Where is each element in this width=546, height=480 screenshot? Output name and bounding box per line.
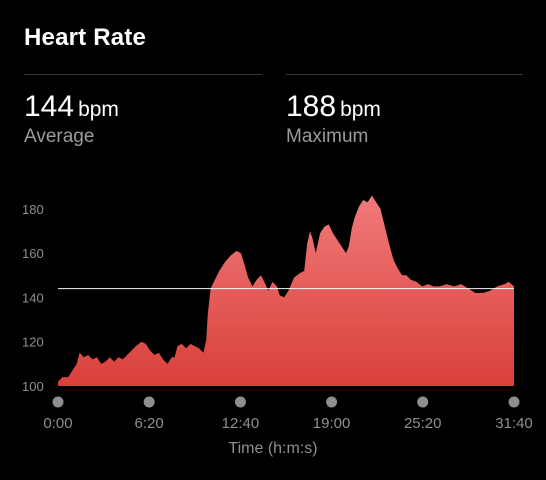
- y-tick-label: 180: [22, 202, 44, 217]
- page-title: Heart Rate: [24, 24, 147, 51]
- heart-rate-area: [58, 195, 514, 386]
- maximum-label: Maximum: [286, 126, 369, 147]
- y-tick-label: 160: [22, 246, 44, 261]
- x-tick-label: 6:20: [135, 415, 164, 432]
- y-axis-ticks: 100 120 140 160 180: [22, 202, 44, 394]
- x-tick-label: 12:40: [222, 415, 260, 432]
- y-tick-label: 100: [22, 379, 44, 394]
- x-tick-label: 0:00: [43, 415, 72, 432]
- average-label: Average: [24, 126, 95, 147]
- x-tick-dot: [234, 396, 246, 408]
- x-tick-dot: [52, 396, 64, 408]
- x-tick-dot: [508, 396, 520, 408]
- x-tick-label: 31:40: [495, 415, 533, 432]
- x-tick-label: 25:20: [404, 415, 442, 432]
- maximum-value: 188 bpm: [286, 90, 381, 124]
- y-tick-label: 140: [22, 290, 44, 305]
- x-tick-label: 19:00: [313, 415, 351, 432]
- maximum-number: 188: [286, 90, 337, 123]
- average-number: 144: [24, 90, 75, 123]
- x-axis-ticks: 0:00 6:20 12:40 19:00 25:20 31:40: [43, 396, 533, 432]
- x-axis-title: Time (h:m:s): [228, 440, 318, 457]
- average-value: 144 bpm: [24, 90, 119, 124]
- x-tick-dot: [417, 396, 429, 408]
- x-tick-dot: [143, 396, 155, 408]
- y-tick-label: 120: [22, 335, 44, 350]
- stat-divider-maximum: [286, 74, 523, 75]
- x-tick-dot: [326, 396, 338, 408]
- maximum-unit: bpm: [340, 98, 381, 121]
- average-unit: bpm: [78, 98, 119, 121]
- stat-divider-average: [24, 74, 262, 75]
